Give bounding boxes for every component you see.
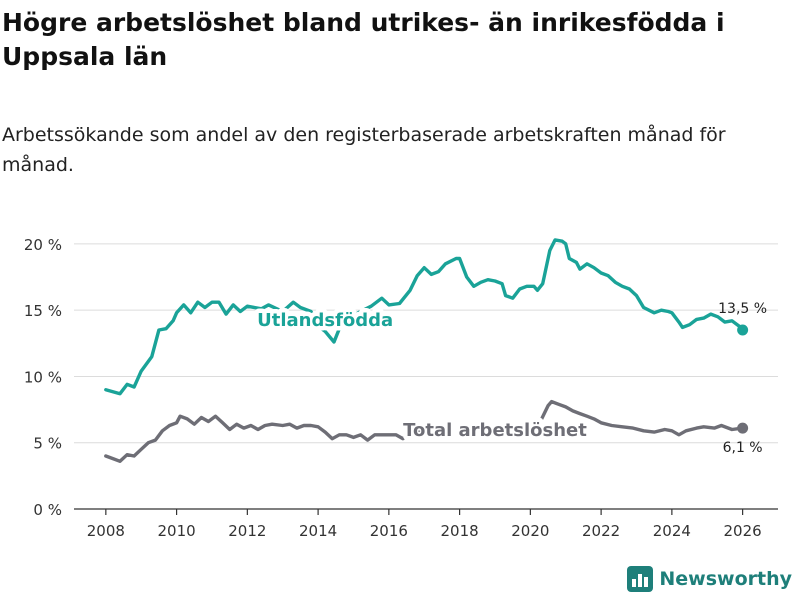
chart-title: Högre arbetslöshet bland utrikes- än inr… xyxy=(2,8,725,71)
y-tick-label: 5 % xyxy=(33,435,62,453)
newsworthy-chart-icon xyxy=(627,566,654,592)
x-tick-label: 2014 xyxy=(299,522,337,540)
y-tick-label: 20 % xyxy=(24,236,62,254)
chart-subtitle: Arbetssökande som andel av den registerb… xyxy=(2,124,726,176)
x-tick-label: 2008 xyxy=(87,522,125,540)
x-tick-label: 2010 xyxy=(157,522,195,540)
end-label-utlandsfodda: 13,5 % xyxy=(718,301,767,317)
series-end-point xyxy=(737,422,749,434)
series-line-utlandsfodda xyxy=(104,238,745,396)
x-tick-label: 2018 xyxy=(441,522,479,540)
series-label-total-halo: Total arbetslöshet xyxy=(403,420,587,441)
brand-name: Newsworthy xyxy=(659,568,792,590)
brand-logo: Newsworthy xyxy=(627,566,792,592)
y-tick-label: 15 % xyxy=(24,302,62,320)
x-tick-label: 2026 xyxy=(724,522,762,540)
series-label-utlandsfodda: Utlandsfödda xyxy=(257,310,393,331)
x-tick-label: 2024 xyxy=(653,522,691,540)
x-tick-label: 2022 xyxy=(582,522,620,540)
x-tick-label: 2012 xyxy=(228,522,266,540)
y-tick-label: 0 % xyxy=(33,501,62,519)
series-line-total xyxy=(104,399,745,463)
x-tick-label: 2016 xyxy=(370,522,408,540)
series-label-utlandsfodda-halo: Utlandsfödda xyxy=(257,310,393,331)
series-end-point xyxy=(737,324,749,336)
end-label-total: 6,1 % xyxy=(723,440,763,456)
series-label-total: Total arbetslöshet xyxy=(403,420,587,441)
y-tick-label: 10 % xyxy=(24,368,62,386)
x-tick-label: 2020 xyxy=(511,522,549,540)
